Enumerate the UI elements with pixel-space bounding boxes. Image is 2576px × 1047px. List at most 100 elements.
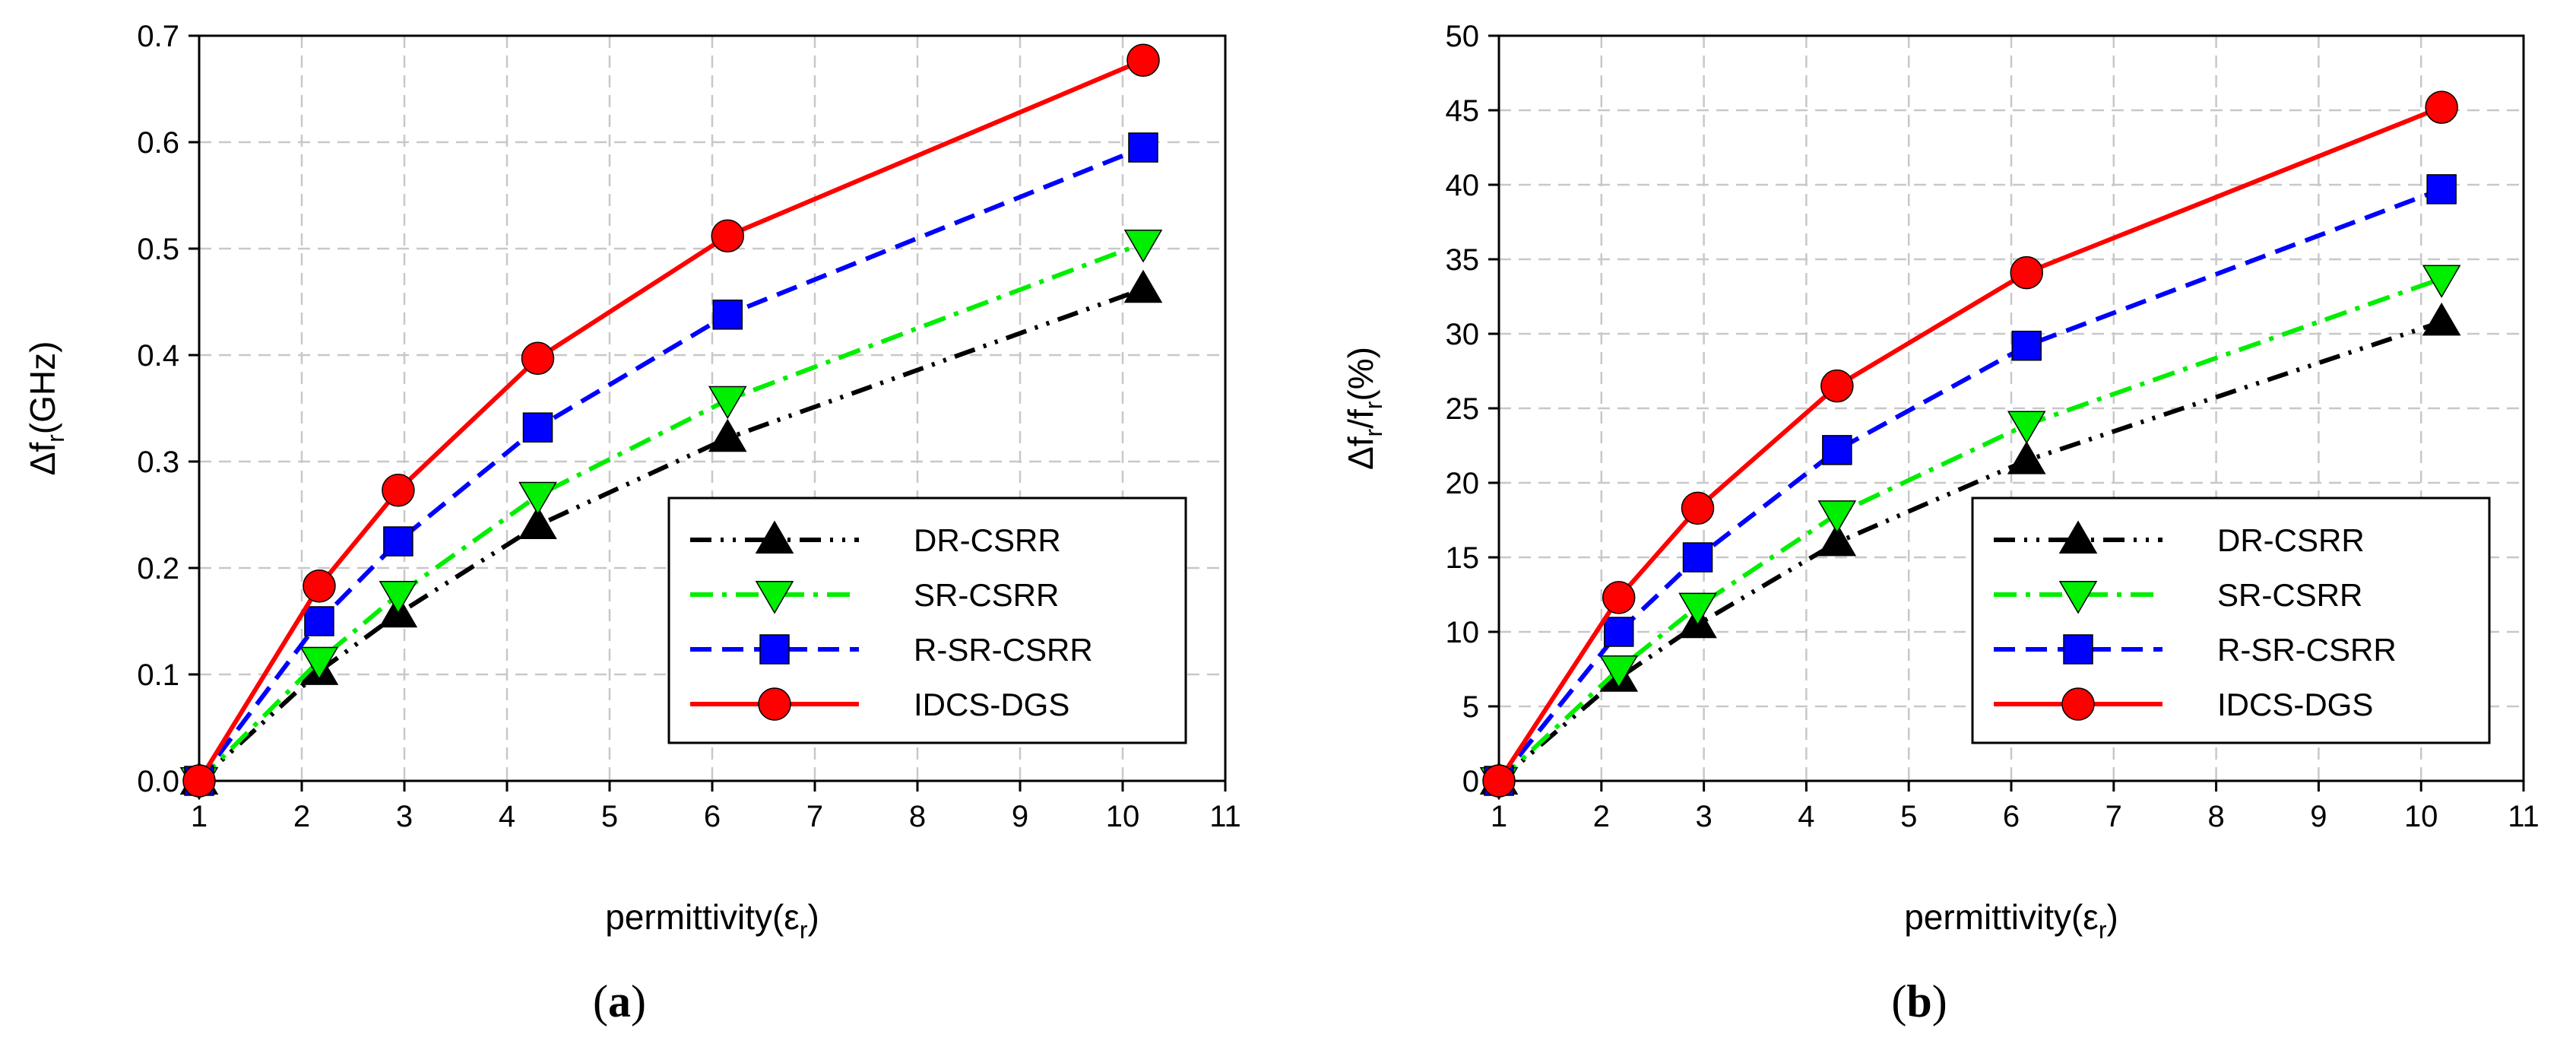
data-point-dr-csrr — [1817, 522, 1857, 557]
data-point-idcs-dgs — [382, 474, 415, 507]
x-axis-title: permittivity(εr) — [605, 897, 819, 944]
y-tick-label: 5 — [1462, 690, 1479, 724]
x-tick-label: 2 — [1593, 800, 1610, 833]
data-point-r-sr-csrr — [2011, 330, 2042, 361]
data-point-idcs-dgs — [711, 219, 744, 252]
legend-label-idcs-dgs: IDCS-DGS — [914, 687, 1069, 722]
data-point-idcs-dgs — [2010, 255, 2043, 290]
y-tick-label: 15 — [1446, 541, 1480, 575]
legend-marker-r-sr-csrr — [759, 634, 790, 665]
data-point-r-sr-csrr — [522, 412, 553, 443]
y-tick-label: 10 — [1446, 616, 1480, 649]
legend-label-dr-csrr: DR-CSRR — [2217, 522, 2365, 558]
x-tick-label: 10 — [1106, 800, 1140, 833]
data-point-dr-csrr — [1123, 269, 1163, 303]
data-point-idcs-dgs — [1126, 43, 1160, 77]
data-point-dr-csrr — [518, 506, 557, 540]
x-tick-label: 6 — [2003, 800, 2020, 833]
data-point-sr-csrr — [2007, 411, 2046, 445]
data-point-idcs-dgs — [1602, 581, 1636, 614]
x-tick-label: 9 — [2310, 800, 2327, 833]
series-line-idcs-dgs — [1497, 105, 2443, 782]
data-point-sr-csrr — [2422, 265, 2461, 298]
x-tick-label: 7 — [806, 800, 823, 833]
panel-caption: (b) — [1891, 976, 1947, 1026]
data-point-r-sr-csrr — [1822, 435, 1852, 465]
x-tick-label: 3 — [396, 800, 413, 833]
data-point-idcs-dgs — [1820, 369, 1854, 403]
data-point-idcs-dgs — [2425, 90, 2458, 124]
series-line-r-sr-csrr — [197, 145, 1145, 782]
data-point-dr-csrr — [708, 418, 747, 452]
legend: DR-CSRR SR-CSRR R-SR-CSRR IDCS-DGS — [1971, 497, 2491, 744]
series-line-dr-csrr — [197, 287, 1145, 783]
data-point-idcs-dgs — [182, 764, 216, 798]
series-sr-csrr — [179, 229, 1163, 801]
x-tick-label: 1 — [191, 800, 208, 833]
series-line-dr-csrr — [1497, 319, 2443, 783]
legend-marker-r-sr-csrr — [2063, 634, 2093, 665]
chart-panel-b: 1 2 3 4 5 6 7 8 9 10 1105101520253035404550permitt… — [1341, 20, 2540, 1026]
x-axis-title: permittivity(εr) — [1904, 897, 2118, 944]
x-tick-label: 7 — [2105, 800, 2122, 833]
data-point-r-sr-csrr — [712, 300, 743, 330]
y-tick-label: 0.0 — [137, 765, 179, 798]
x-tick-label: 11 — [1209, 800, 1241, 833]
y-tick-label: 0.5 — [137, 233, 179, 266]
y-tick-label: 45 — [1446, 94, 1480, 128]
data-point-sr-csrr — [518, 481, 557, 516]
x-tick-label: 5 — [601, 800, 618, 833]
data-point-sr-csrr — [708, 385, 747, 420]
y-tick-label: 0.7 — [137, 20, 179, 53]
data-point-idcs-dgs — [303, 570, 336, 603]
x-tick-label: 8 — [2207, 800, 2224, 833]
x-tick-label: 11 — [2508, 800, 2540, 833]
y-axis-title: Δfr(GHz) — [23, 341, 69, 476]
data-point-idcs-dgs — [1482, 764, 1516, 798]
panel-caption: (a) — [593, 976, 646, 1026]
data-point-sr-csrr — [1599, 655, 1639, 689]
legend-marker-idcs-dgs — [2061, 687, 2095, 721]
series-line-r-sr-csrr — [1497, 187, 2443, 782]
y-tick-label: 0.2 — [137, 552, 179, 585]
legend-marker-sr-csrr — [2058, 580, 2098, 614]
legend-marker-dr-csrr — [2058, 520, 2098, 554]
data-point-sr-csrr — [1678, 592, 1717, 627]
series-line-idcs-dgs — [197, 58, 1145, 782]
x-tick-label: 5 — [1900, 800, 1917, 833]
y-tick-label: 0.1 — [137, 658, 179, 692]
legend-marker-idcs-dgs — [758, 687, 791, 721]
x-tick-label: 9 — [1012, 800, 1028, 833]
data-point-sr-csrr — [1123, 229, 1163, 263]
x-tick-label: 4 — [499, 800, 515, 833]
x-tick-label: 2 — [293, 800, 310, 833]
x-tick-label: 8 — [909, 800, 926, 833]
legend: DR-CSRR SR-CSRR R-SR-CSRR IDCS-DGS — [667, 497, 1187, 744]
y-tick-label: 40 — [1446, 169, 1480, 202]
x-tick-label: 4 — [1798, 800, 1814, 833]
data-point-sr-csrr — [1817, 500, 1857, 534]
x-tick-label: 6 — [704, 800, 721, 833]
data-point-dr-csrr — [2422, 302, 2461, 336]
data-point-dr-csrr — [2007, 441, 2046, 474]
data-point-idcs-dgs — [1681, 491, 1715, 525]
series-idcs-dgs — [1482, 90, 2458, 798]
data-point-sr-csrr — [379, 580, 418, 614]
data-point-sr-csrr — [299, 646, 339, 681]
chart-panel-a: 1 2 3 4 5 6 7 8 9 10 11 0.0 0.1 0.2 0.3 0.4 0.5 0.6 0.7 per… — [23, 20, 1241, 1026]
y-tick-label: 20 — [1446, 467, 1480, 500]
data-point-r-sr-csrr — [383, 526, 413, 557]
y-tick-label: 25 — [1446, 392, 1480, 426]
data-point-r-sr-csrr — [1603, 617, 1634, 647]
data-point-r-sr-csrr — [1682, 542, 1713, 573]
x-tick-label: 3 — [1695, 800, 1712, 833]
data-point-idcs-dgs — [521, 341, 555, 375]
data-point-r-sr-csrr — [2426, 174, 2457, 205]
y-axis-title: Δfr/fr(%) — [1341, 347, 1387, 470]
y-tick-label: 30 — [1446, 318, 1480, 351]
x-tick-label: 1 — [1491, 800, 1507, 833]
y-tick-label: 0.4 — [137, 339, 179, 373]
data-point-r-sr-csrr — [1128, 132, 1158, 163]
data-point-r-sr-csrr — [304, 606, 334, 636]
